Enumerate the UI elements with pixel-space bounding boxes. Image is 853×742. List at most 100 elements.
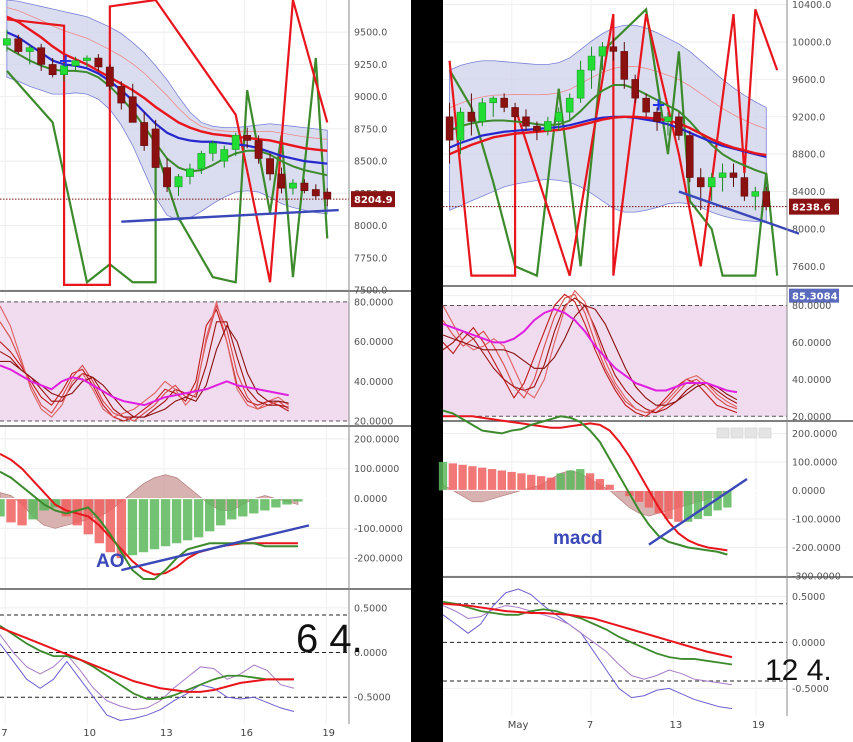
panel-control-button [758, 427, 772, 439]
tick-label: 0.0000 [792, 486, 825, 497]
ma-green [449, 84, 767, 175]
panel-candlestick: 10400.0 10000.0 9600.0 9200.0 8800.0 8400.0 80… [443, 0, 839, 285]
x-tick-label: May [508, 720, 529, 731]
rsi-line [442, 308, 738, 394]
histogram-bar [556, 473, 565, 491]
candle [208, 142, 217, 154]
candle [197, 153, 206, 170]
time-axis [0, 724, 411, 742]
histogram-bar [517, 473, 526, 491]
histogram-bar [438, 461, 448, 491]
envelope-line [449, 66, 767, 130]
histogram-bar [28, 498, 38, 520]
price-badge-label: 8204.9 [354, 195, 393, 206]
candle [675, 116, 683, 136]
zigzag-red [6, 0, 329, 286]
candle [522, 116, 530, 127]
candle [254, 140, 263, 159]
overbought-oversold-band [443, 305, 787, 417]
candle [751, 191, 760, 197]
stochastic-line [442, 289, 738, 414]
histogram-bar [693, 490, 703, 519]
candle [653, 111, 661, 122]
tick-label: 0.0000 [792, 638, 825, 649]
candle [289, 182, 297, 189]
histogram-bar [227, 498, 237, 520]
panel-oscillator_signed: 0.5000 0.0000 -0.5000 [442, 578, 829, 716]
candle [266, 158, 274, 175]
histogram-bar [713, 490, 722, 511]
histogram-bar [171, 498, 182, 544]
x-tick-label: 13 [160, 728, 173, 739]
macd-line [0, 470, 298, 581]
histogram-bar [507, 471, 516, 491]
oscillator-line-red [442, 602, 733, 659]
plus-marker-icon: + [58, 50, 73, 71]
divergence-trendline [121, 524, 310, 572]
tick-label: 0.5000 [792, 592, 825, 603]
candle [163, 167, 171, 188]
macd-line [442, 409, 728, 556]
x-tick-label: 19 [752, 720, 765, 731]
histogram-bar [448, 463, 457, 491]
candle [2, 38, 11, 46]
tick-label: 10400.0 [792, 0, 831, 11]
panel-oscillator: 80.0000 60.0000 40.0000 20.0000 [0, 292, 393, 428]
histogram-bar [585, 473, 595, 491]
oscillator-line-purple [442, 605, 733, 686]
candle [511, 107, 519, 118]
candle [231, 135, 240, 150]
tick-label: 100.0000 [792, 457, 837, 468]
tick-label: 8000.0 [792, 224, 825, 235]
histogram-bar [703, 490, 712, 517]
oscillator-line-purple [0, 634, 295, 711]
panel-oscillator_signed: 0.5000 0.0000 -0.5000 [0, 590, 391, 724]
panel-controls-icon [716, 427, 772, 439]
histogram-bar [468, 466, 477, 491]
handwritten-note: 12 4. [765, 654, 832, 687]
candle [467, 111, 476, 122]
candle [48, 64, 57, 76]
plus-marker-icon: + [651, 95, 666, 116]
divergence-trendline [648, 478, 748, 546]
left-chart: 9500.09250.09000.08750.08500.08250.08000… [0, 0, 411, 742]
histogram-bar [605, 484, 614, 491]
candle [533, 125, 541, 132]
candle [60, 65, 68, 76]
oscillator-line-green [442, 601, 733, 666]
histogram-bar [72, 498, 82, 526]
histogram-bar [138, 498, 149, 553]
candle [311, 189, 320, 197]
x-tick-label: 7 [1, 728, 7, 739]
tick-label: 20.0000 [354, 417, 393, 428]
histogram-bar [193, 498, 204, 538]
histogram-bar [458, 464, 467, 491]
panel-control-button [716, 427, 730, 439]
histogram-bar [216, 498, 226, 526]
histogram-bar [723, 490, 732, 508]
tick-label: -100.0000 [354, 524, 403, 535]
tick-label: 8800.0 [792, 150, 825, 161]
zigzag-red [448, 8, 779, 277]
tick-label: 200.0000 [354, 434, 399, 445]
histogram-bar [271, 498, 281, 508]
tick-label: 7600.0 [792, 262, 825, 273]
tick-label: 80.0000 [792, 301, 831, 312]
envelope-line [6, 7, 328, 140]
tick-label: 9600.0 [792, 75, 825, 86]
signal-line [443, 415, 728, 552]
candle [555, 111, 563, 122]
candle [25, 47, 34, 52]
stochastic-line [0, 304, 290, 422]
candle [609, 46, 618, 52]
candle [707, 177, 716, 188]
histogram-bar [249, 498, 259, 514]
zigzag-green [6, 57, 329, 285]
candle [186, 168, 194, 177]
histogram-bar [595, 479, 605, 491]
candle [642, 97, 650, 113]
ma-red [6, 15, 328, 152]
candle [696, 177, 705, 188]
histogram-bar [182, 498, 193, 541]
